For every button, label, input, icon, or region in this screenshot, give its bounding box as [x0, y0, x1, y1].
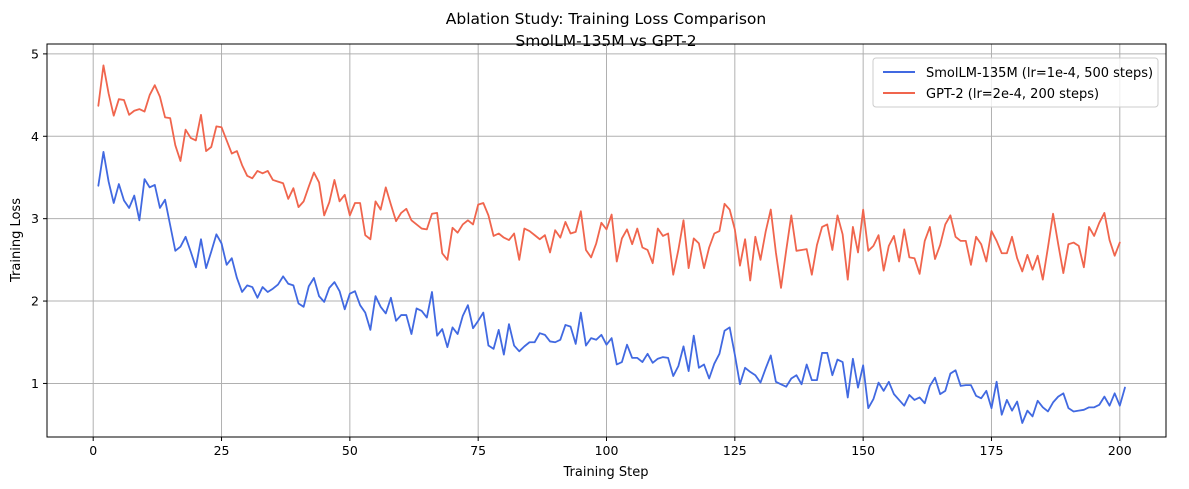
x-tick-label: 200 [1108, 443, 1132, 458]
legend-box [872, 57, 1159, 108]
series-line-gpt-2 [97, 64, 1121, 289]
y-tick-label: 5 [31, 46, 39, 61]
grid [47, 44, 1166, 437]
x-tick-label: 25 [214, 443, 230, 458]
legend-label-smollm: SmolLM-135M (lr=1e-4, 500 steps) [926, 66, 1153, 81]
chart-title: Ablation Study: Training Loss Comparison [446, 10, 766, 28]
x-tick-label: 50 [342, 443, 358, 458]
x-tick-label: 175 [980, 443, 1004, 458]
ticks: 0 25 50 75 100 125 150 175 200 1 2 3 4 5 [31, 46, 1132, 458]
legend-label-gpt2: GPT-2 (lr=2e-4, 200 steps) [926, 87, 1099, 102]
chart-subtitle: SmolLM-135M vs GPT-2 [515, 32, 696, 50]
y-axis-label: Training Loss [9, 198, 24, 283]
series-group [97, 64, 1126, 424]
x-tick-label: 75 [470, 443, 486, 458]
y-tick-label: 4 [31, 129, 39, 144]
y-tick-label: 2 [31, 294, 39, 309]
y-tick-label: 1 [31, 376, 39, 391]
legend: SmolLM-135M (lr=1e-4, 500 steps) GPT-2 (… [872, 57, 1159, 108]
x-tick-label: 0 [89, 443, 97, 458]
x-tick-label: 150 [851, 443, 875, 458]
x-axis-label: Training Step [562, 465, 648, 480]
series-line-smollm-135m [97, 151, 1126, 424]
x-tick-label: 125 [723, 443, 747, 458]
x-tick-label: 100 [595, 443, 619, 458]
y-tick-label: 3 [31, 211, 39, 226]
